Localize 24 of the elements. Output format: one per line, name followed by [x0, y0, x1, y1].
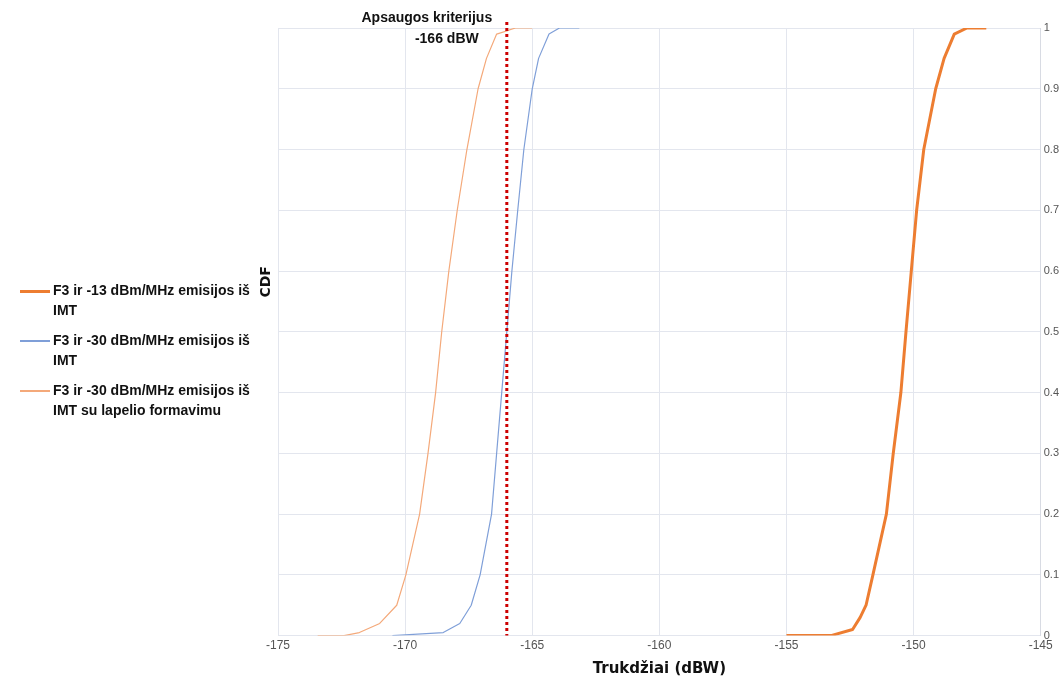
y-tick-label: 0.2 [1043, 507, 1060, 520]
legend-label: F3 ir -30 dBm/MHz emisijos iš IMT [53, 331, 251, 370]
legend-label: F3 ir -30 dBm/MHz emisijos iš IMT su lapelio formavimu [53, 381, 251, 420]
y-tick-label: 0.1 [1043, 567, 1060, 580]
x-axis-title: Trukdžiai (dBW) [592, 658, 727, 677]
y-tick-label: 0.5 [1043, 324, 1060, 337]
y-tick-label: 0.6 [1043, 264, 1060, 277]
y-tick-label: 0.3 [1043, 446, 1060, 459]
x-tick-label: -175 [265, 638, 291, 653]
x-tick-label: -160 [647, 638, 672, 653]
legend-label: F3 ir -13 dBm/MHz emisijos iš IMT [53, 282, 250, 318]
ref-line-label: Apsaugos kriterijus -166 dBW [361, 8, 493, 46]
y-tick-label: 0.9 [1043, 81, 1060, 94]
x-tick-label: -165 [520, 638, 545, 653]
y-tick-label: 0.4 [1043, 385, 1060, 398]
x-tick-label: -150 [901, 638, 926, 653]
y-axis-title: CDF [257, 266, 273, 298]
x-tick-label: -155 [774, 638, 799, 653]
y-tick-label: 1 [1043, 21, 1050, 34]
y-tick-label: 0.8 [1043, 142, 1060, 155]
y-tick-label: 0 [1043, 628, 1050, 641]
x-tick-label: -145 [1028, 638, 1054, 653]
y-tick-label: 0.7 [1043, 203, 1060, 216]
x-tick-label: -170 [393, 638, 418, 653]
